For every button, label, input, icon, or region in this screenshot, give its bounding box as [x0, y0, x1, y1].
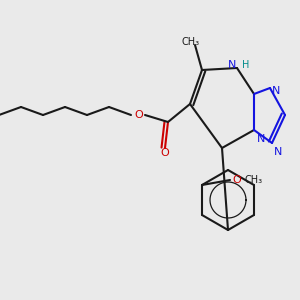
Text: CH₃: CH₃	[182, 37, 200, 47]
Text: O: O	[134, 110, 143, 120]
Text: O: O	[160, 148, 169, 158]
Text: CH₃: CH₃	[244, 175, 262, 185]
Text: O: O	[232, 175, 241, 185]
Text: N: N	[257, 134, 266, 144]
Text: N: N	[274, 147, 282, 157]
Text: N: N	[272, 86, 281, 96]
Text: N: N	[228, 60, 236, 70]
Text: H: H	[242, 60, 249, 70]
